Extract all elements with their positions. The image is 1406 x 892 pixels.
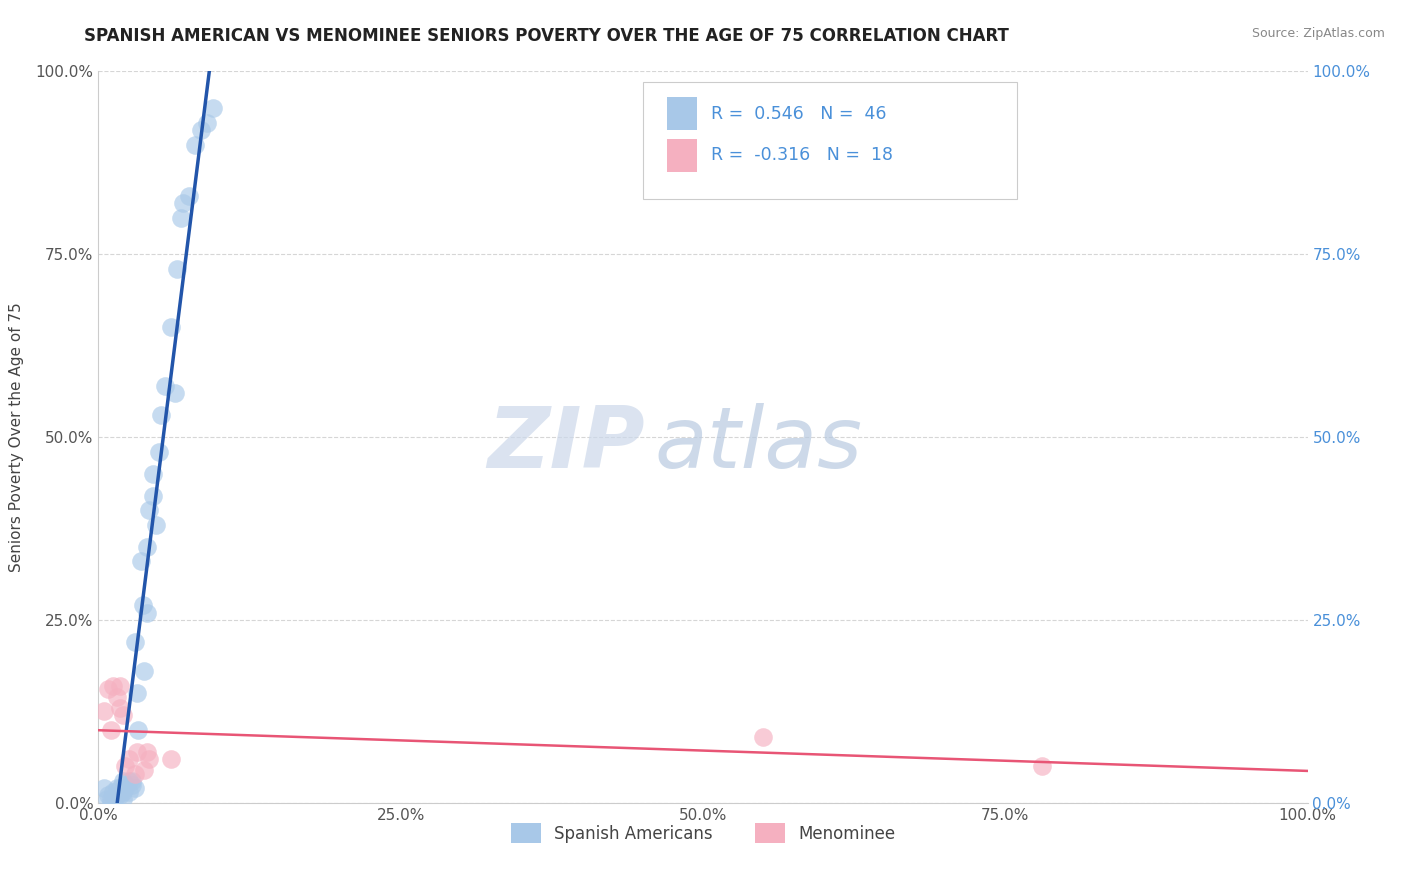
Point: [97, 682, 120, 697]
Point: [114, 759, 136, 773]
Text: atlas: atlas: [655, 403, 863, 486]
Point: [118, 773, 141, 788]
Point: [172, 196, 194, 211]
Point: [135, 745, 157, 759]
Point: [105, 690, 128, 704]
Point: [135, 606, 157, 620]
Point: [166, 261, 188, 276]
Point: [111, 785, 134, 799]
Point: [108, 789, 131, 803]
Point: [190, 123, 212, 137]
Point: [163, 386, 186, 401]
Point: [134, 763, 156, 777]
Point: [142, 489, 165, 503]
Point: [145, 517, 167, 532]
Text: R =  -0.316   N =  18: R = -0.316 N = 18: [711, 146, 893, 164]
Point: [160, 752, 183, 766]
Point: [138, 752, 160, 766]
Point: [96, 792, 118, 806]
Text: SPANISH AMERICAN VS MENOMINEE SENIORS POVERTY OVER THE AGE OF 75 CORRELATION CHA: SPANISH AMERICAN VS MENOMINEE SENIORS PO…: [84, 27, 1010, 45]
Bar: [666, 97, 697, 130]
Point: [111, 773, 134, 788]
Point: [127, 745, 149, 759]
Point: [1031, 759, 1053, 773]
Point: [100, 792, 122, 806]
Point: [127, 686, 149, 700]
Point: [114, 778, 136, 792]
Point: [129, 554, 152, 568]
Point: [124, 635, 146, 649]
Point: [101, 785, 124, 799]
Point: [100, 796, 122, 810]
Point: [195, 115, 218, 129]
Point: [169, 211, 191, 225]
Point: [97, 789, 120, 803]
Point: [179, 188, 201, 202]
Point: [150, 408, 173, 422]
Point: [93, 705, 115, 719]
Point: [121, 778, 143, 792]
Point: [132, 599, 155, 613]
Point: [142, 467, 165, 481]
Point: [202, 101, 225, 115]
Point: [160, 320, 183, 334]
Text: ZIP: ZIP: [488, 403, 645, 486]
Point: [138, 503, 160, 517]
Point: [127, 723, 149, 737]
Point: [108, 679, 131, 693]
Point: [153, 379, 176, 393]
Legend: Spanish Americans, Menominee: Spanish Americans, Menominee: [505, 817, 901, 849]
Point: [118, 785, 141, 799]
Point: [124, 781, 146, 796]
Point: [101, 679, 124, 693]
Y-axis label: Seniors Poverty Over the Age of 75: Seniors Poverty Over the Age of 75: [10, 302, 24, 572]
Point: [135, 540, 157, 554]
Point: [148, 444, 170, 458]
Point: [184, 137, 207, 152]
Point: [100, 723, 122, 737]
Point: [108, 700, 131, 714]
Point: [114, 781, 136, 796]
Point: [105, 781, 128, 796]
FancyBboxPatch shape: [643, 82, 1018, 200]
Point: [108, 781, 131, 796]
Point: [111, 792, 134, 806]
Point: [134, 664, 156, 678]
Point: [103, 792, 125, 806]
Point: [93, 781, 115, 796]
Point: [111, 708, 134, 723]
Point: [121, 773, 143, 788]
Point: [124, 766, 146, 780]
Bar: [666, 139, 697, 172]
Point: [105, 789, 128, 803]
Text: Source: ZipAtlas.com: Source: ZipAtlas.com: [1251, 27, 1385, 40]
Text: R =  0.546   N =  46: R = 0.546 N = 46: [711, 104, 887, 123]
Point: [118, 752, 141, 766]
Point: [752, 730, 775, 744]
